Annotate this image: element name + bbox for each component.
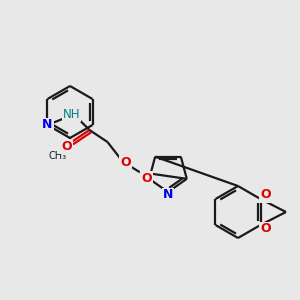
Text: N: N bbox=[163, 188, 173, 202]
Text: O: O bbox=[120, 155, 131, 169]
Text: O: O bbox=[260, 223, 271, 236]
Text: NH: NH bbox=[63, 109, 80, 122]
Text: O: O bbox=[260, 188, 271, 202]
Text: O: O bbox=[141, 172, 152, 185]
Text: O: O bbox=[61, 140, 72, 152]
Text: N: N bbox=[42, 118, 53, 131]
Text: CH₃: CH₃ bbox=[49, 151, 67, 161]
